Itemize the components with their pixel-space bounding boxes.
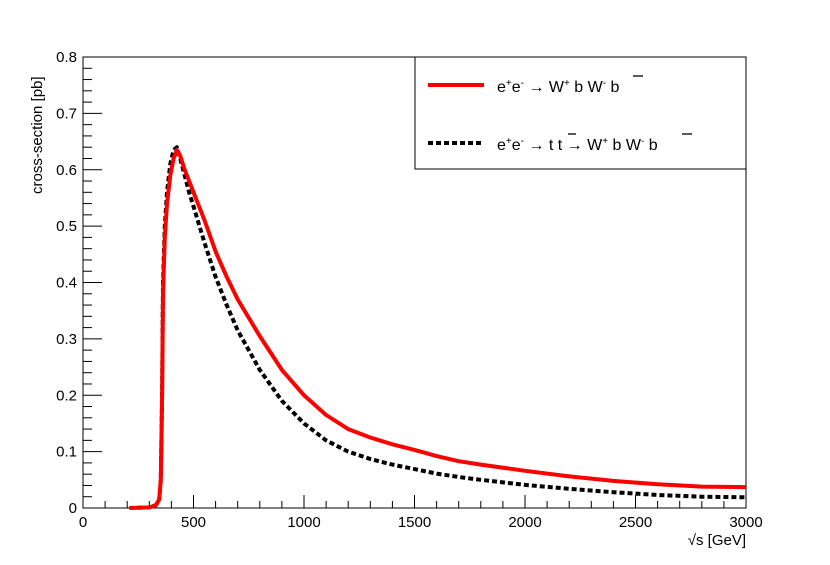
y-tick-label: 0.2: [56, 387, 77, 404]
x-tick-label: 1000: [287, 514, 320, 531]
legend-box: [414, 56, 747, 170]
y-tick-label: 0.7: [56, 105, 77, 122]
series-line-wbwb: [129, 148, 747, 510]
y-tick-label: 0: [69, 500, 77, 517]
legend: e+e- → W+ b W- b e+e- → t t → W+ b W- b: [414, 56, 747, 170]
x-axis-title-text: √s [GeV]: [688, 532, 746, 549]
legend-label-1: e+e- → W+ b W- b: [497, 78, 620, 96]
series-group: [129, 145, 747, 510]
y-tick-label: 0.6: [56, 162, 77, 179]
y-tick-label: 0.4: [56, 275, 77, 292]
x-tick-label: 1500: [398, 514, 431, 531]
x-axis-title: √s [GeV]: [688, 532, 746, 549]
y-tick-label: 0.1: [56, 444, 77, 461]
x-tick-label: 2500: [619, 514, 652, 531]
y-axis-title: cross-section [pb]: [29, 76, 46, 194]
x-tick-label: 2000: [508, 514, 541, 531]
ticks: [82, 56, 747, 509]
x-tick-label: 0: [79, 514, 87, 531]
x-tick-label: 3000: [729, 514, 762, 531]
y-tick-label: 0.5: [56, 218, 77, 235]
tick-labels: 0 500 1000 1500 2000 2500 3000 0 0.1 0.2 0.3 0.4 0.5…: [56, 49, 763, 531]
legend-label-2: e+e- → t t → W+ b W- b: [497, 136, 658, 154]
y-tick-label: 0.8: [56, 49, 77, 66]
y-tick-label: 0.3: [56, 331, 77, 348]
x-tick-label: 500: [181, 514, 206, 531]
